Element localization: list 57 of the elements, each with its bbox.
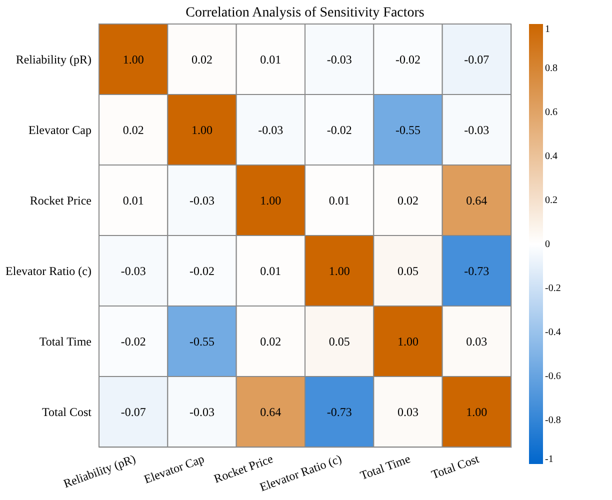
- data-label: 0.64: [260, 404, 282, 419]
- x-tick-label: Total Time: [358, 452, 412, 483]
- y-tick-label: Total Time: [39, 334, 92, 348]
- data-label: 1.00: [122, 52, 144, 66]
- data-label: -0.07: [120, 404, 146, 419]
- data-label: 0.01: [328, 193, 350, 208]
- data-label: 1.00: [328, 264, 350, 278]
- data-label: -0.02: [120, 334, 146, 348]
- data-label: -0.02: [326, 122, 352, 137]
- data-label: -0.03: [258, 122, 284, 137]
- color-bar-label: 0.6: [545, 107, 558, 118]
- data-label: 0.03: [398, 404, 418, 419]
- data-label: 0.02: [260, 334, 282, 348]
- data-label: -0.55: [190, 334, 214, 348]
- y-tick-label: Rocket Price: [30, 193, 92, 208]
- color-bar-label: -0.8: [545, 415, 561, 426]
- data-label: 0.01: [260, 264, 282, 278]
- data-label: 0.02: [122, 122, 144, 137]
- x-tick-label: Total Cost: [429, 451, 482, 482]
- data-label: 0.01: [122, 193, 144, 208]
- chart-title: Correlation Analysis of Sensitivity Factors: [186, 6, 424, 20]
- color-bar-label: 0: [545, 239, 550, 250]
- data-label: 0.64: [466, 193, 488, 208]
- color-bar-label: -0.6: [545, 371, 561, 382]
- data-label: -0.07: [464, 52, 490, 66]
- x-tick-label: Elevator Cap: [142, 452, 206, 486]
- data-label: -0.03: [326, 52, 352, 66]
- data-label: 0.05: [398, 264, 418, 278]
- y-tick-label: Elevator Ratio (c): [6, 264, 92, 278]
- color-bar-label: 0.8: [545, 63, 558, 74]
- data-label: -0.02: [190, 264, 214, 278]
- data-label: -0.03: [190, 404, 214, 419]
- data-label: 1.00: [466, 404, 488, 419]
- data-label: 1.00: [260, 193, 282, 208]
- color-bar-label: 1: [545, 24, 550, 35]
- data-label: -0.73: [464, 264, 490, 278]
- data-label: 0.02: [192, 52, 212, 66]
- data-label: -0.55: [396, 122, 420, 137]
- color-bar-label: 0.4: [545, 151, 558, 162]
- data-label: -0.03: [464, 122, 490, 137]
- y-tick-label: Reliability (pR): [16, 52, 92, 66]
- data-label: 0.01: [260, 52, 282, 66]
- color-bar-label: -0.4: [545, 327, 561, 338]
- color-bar-label: -1: [545, 454, 554, 465]
- color-bar-label: 0.2: [545, 195, 558, 206]
- data-label: 1.00: [192, 122, 212, 137]
- data-label: 1.00: [398, 334, 418, 348]
- data-label: -0.03: [120, 264, 146, 278]
- data-label: 0.02: [398, 193, 418, 208]
- data-label: 0.03: [466, 334, 488, 348]
- data-label: 0.05: [328, 334, 350, 348]
- color-bar-label: -0.2: [545, 283, 561, 294]
- data-label: -0.03: [190, 193, 214, 208]
- y-tick-label: Elevator Cap: [28, 122, 92, 137]
- data-label: -0.02: [396, 52, 420, 66]
- y-tick-label: Total Cost: [42, 404, 92, 419]
- data-label: -0.73: [326, 404, 352, 419]
